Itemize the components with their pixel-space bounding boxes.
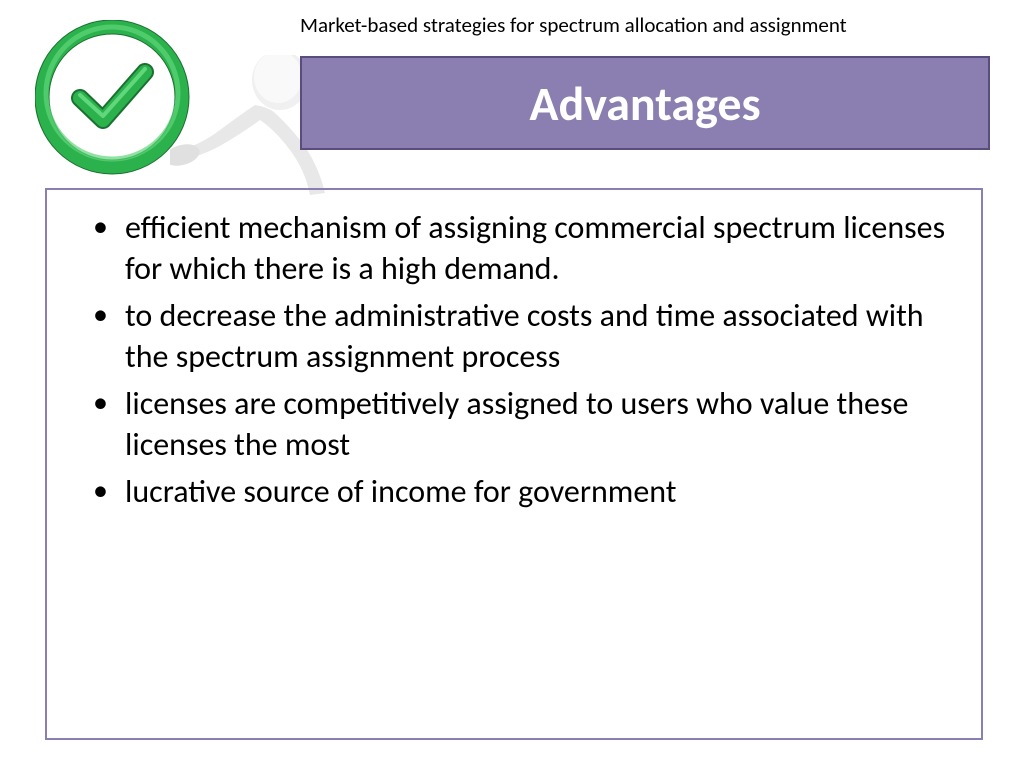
header-subtitle: Market-based strategies for spectrum all…	[300, 12, 1004, 38]
title-text: Advantages	[529, 74, 760, 133]
list-item: licenses are competitively assigned to u…	[77, 384, 951, 466]
content-box: efficient mechanism of assigning commerc…	[45, 188, 983, 740]
checkmark-figure-graphic	[35, 20, 295, 190]
list-item: lucrative source of income for governmen…	[77, 472, 951, 513]
list-item: efficient mechanism of assigning commerc…	[77, 208, 951, 290]
checkmark-icon	[35, 20, 190, 175]
title-box: Advantages	[300, 56, 990, 150]
list-item: to decrease the administrative costs and…	[77, 296, 951, 378]
advantages-list: efficient mechanism of assigning commerc…	[77, 208, 951, 513]
